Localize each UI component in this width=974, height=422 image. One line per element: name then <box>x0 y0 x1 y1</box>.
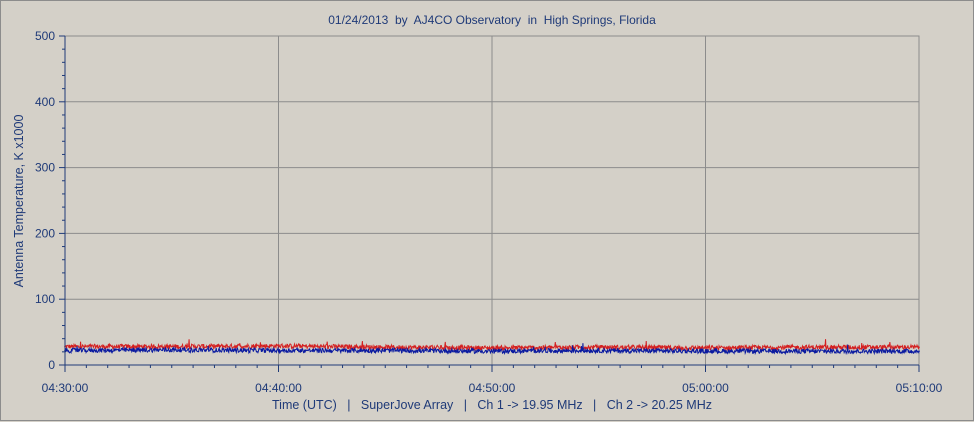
x-axis-label: Time (UTC) | SuperJove Array | Ch 1 -> 1… <box>272 398 712 412</box>
y-axis-label: Antenna Temperature, K x1000 <box>12 115 26 288</box>
x-tick-label: 05:00:00 <box>682 381 729 395</box>
chart-title: 01/24/2013 by AJ4CO Observatory in High … <box>328 13 656 27</box>
data-point <box>704 350 707 352</box>
data-point <box>491 347 493 349</box>
data-point <box>704 347 707 349</box>
data-point <box>491 350 493 352</box>
data-point <box>277 345 280 347</box>
data-point <box>918 350 920 352</box>
y-tick-label: 200 <box>35 226 55 240</box>
x-tick-label: 04:30:00 <box>42 381 89 395</box>
data-point <box>811 346 814 349</box>
data-point <box>384 346 387 349</box>
x-tick-label: 04:40:00 <box>255 381 302 395</box>
ticks: 0 100 200 300 400 500 04:30:00 04:40:00 04:50:00… <box>35 29 943 395</box>
data-point <box>597 349 600 352</box>
series-line <box>64 339 920 352</box>
y-tick-label: 500 <box>35 29 55 43</box>
grid <box>65 36 919 365</box>
data-point <box>170 349 173 351</box>
data-point <box>384 349 387 352</box>
x-tick-label: 04:50:00 <box>469 381 516 395</box>
data-point <box>170 345 173 348</box>
data-point <box>918 346 920 349</box>
data-point <box>811 350 814 352</box>
y-tick-label: 400 <box>35 95 55 109</box>
y-tick-label: 300 <box>35 161 55 175</box>
data-point <box>277 349 280 352</box>
data-point <box>597 346 600 349</box>
y-tick-label: 100 <box>35 292 55 306</box>
y-tick-label: 0 <box>48 358 55 372</box>
x-tick-label: 05:10:00 <box>896 381 943 395</box>
